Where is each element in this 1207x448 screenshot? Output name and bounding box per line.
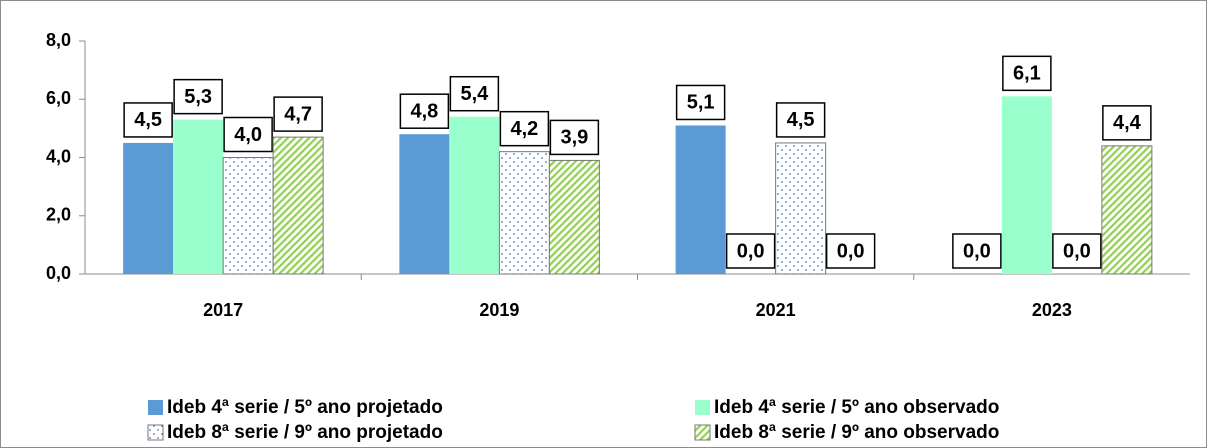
bar — [123, 142, 174, 274]
legend-swatch — [695, 400, 710, 415]
value-label-box — [499, 110, 550, 147]
y-tick-label: 6,0 — [46, 88, 71, 108]
legend-swatch — [694, 424, 711, 441]
value-label-box — [123, 102, 173, 138]
bar — [399, 134, 450, 274]
x-tick-label: 2021 — [756, 300, 796, 320]
x-tick-label: 2017 — [203, 300, 243, 320]
value-label: 0,0 — [1063, 240, 1091, 262]
value-label: 4,5 — [134, 109, 162, 131]
y-tick-label: 2,0 — [46, 205, 71, 225]
y-tick-label: 4,0 — [46, 146, 71, 166]
bar — [173, 119, 224, 274]
value-label: 0,0 — [737, 240, 765, 262]
y-tick-label: 8,0 — [46, 30, 71, 50]
value-label: 4,7 — [284, 103, 312, 125]
value-label: 4,8 — [410, 100, 438, 122]
bar — [449, 116, 500, 274]
value-label-box — [223, 116, 273, 153]
value-label: 5,3 — [184, 86, 212, 108]
value-label-box — [1102, 105, 1152, 141]
x-tick-label: 2019 — [479, 300, 519, 320]
legend-label: Ideb 8ª serie / 9º ano observado — [714, 422, 999, 443]
value-label-box — [1002, 55, 1052, 92]
value-label-box — [273, 96, 323, 132]
bar — [272, 136, 324, 275]
value-label-box — [449, 75, 500, 112]
legend-label: Ideb 8ª serie / 9º ano projetado — [167, 422, 443, 443]
value-label-box — [825, 233, 876, 269]
value-label: 4,4 — [1113, 112, 1142, 134]
value-label: 6,1 — [1013, 63, 1041, 85]
legend-label: Ideb 4ª serie / 5º ano observado — [714, 397, 999, 418]
value-label: 5,4 — [460, 83, 489, 105]
value-label: 4,5 — [787, 109, 815, 131]
value-label-box — [675, 84, 726, 121]
value-label-box — [725, 233, 776, 269]
bar — [1101, 145, 1153, 275]
value-label: 4,0 — [234, 124, 262, 146]
value-label-box — [549, 119, 600, 156]
legend-swatch — [148, 400, 163, 415]
bar — [775, 142, 827, 275]
bar — [675, 125, 726, 275]
value-label-box — [952, 233, 1002, 269]
legend-label: Ideb 4ª serie / 5º ano projetado — [167, 397, 443, 418]
value-label: 5,1 — [687, 92, 715, 114]
value-label-box — [1052, 233, 1102, 269]
y-tick-label: 0,0 — [46, 263, 71, 283]
value-label-box — [173, 78, 223, 115]
bar — [548, 159, 600, 275]
value-label: 0,0 — [963, 240, 991, 262]
x-tick-label: 2023 — [1032, 300, 1072, 320]
value-label: 0,0 — [837, 240, 865, 262]
bar — [1001, 96, 1052, 275]
value-label: 3,9 — [560, 127, 588, 149]
value-label-box — [399, 93, 450, 129]
value-label-box — [775, 102, 826, 138]
value-label: 4,2 — [510, 118, 538, 140]
bar — [498, 151, 550, 275]
legend-swatch — [147, 424, 164, 441]
bar — [222, 157, 274, 275]
